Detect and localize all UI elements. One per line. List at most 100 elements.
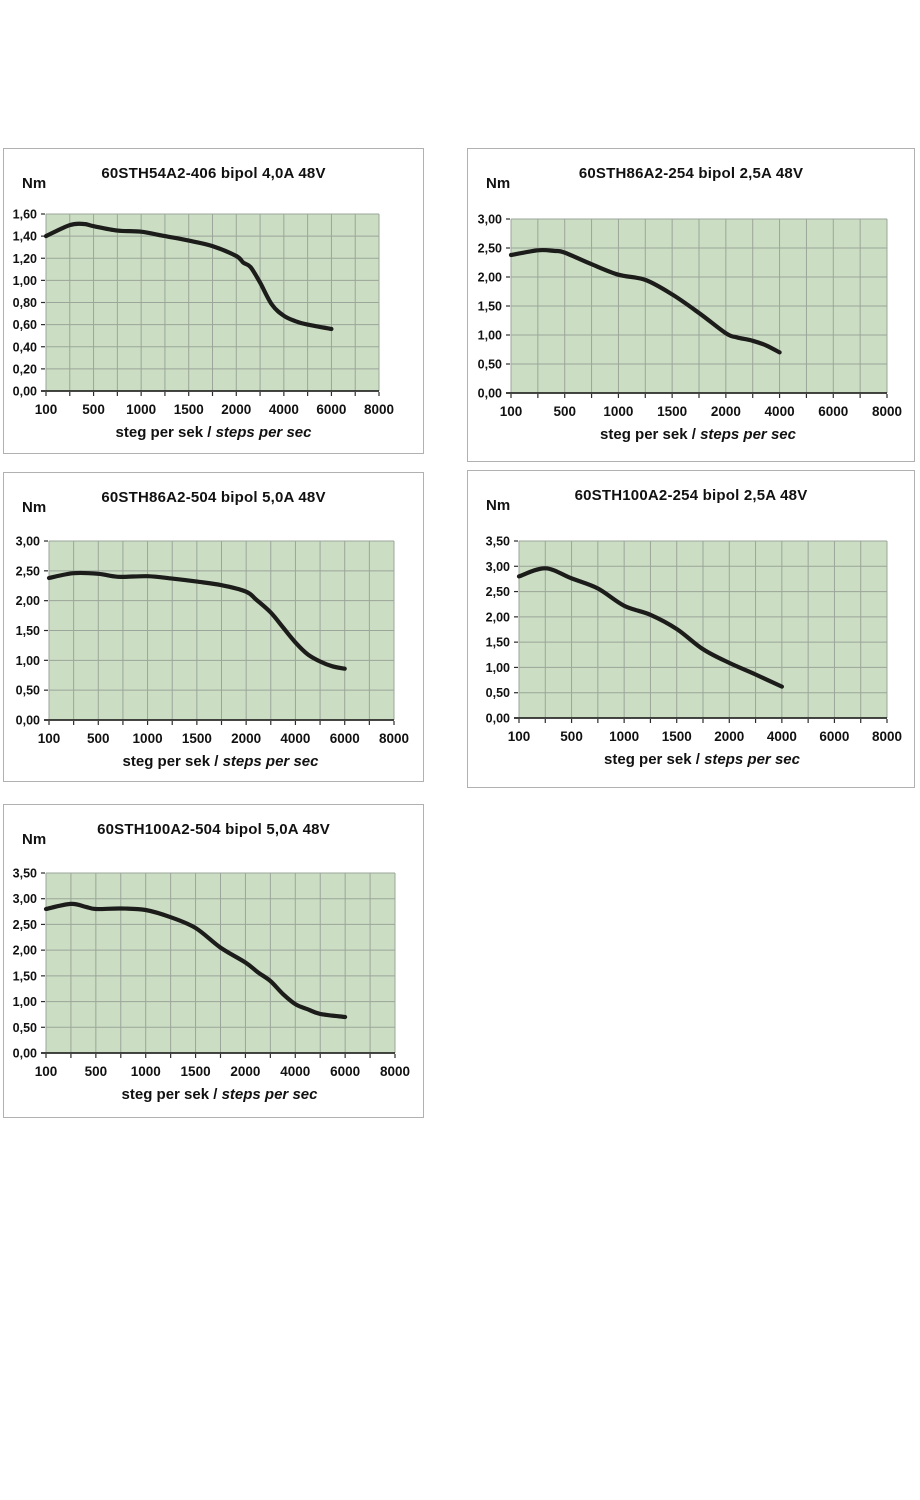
y-tick-label: 0,80	[13, 296, 37, 310]
x-axis-label: steg per sek / steps per sec	[468, 426, 914, 443]
x-tick-label: 2000	[230, 1064, 260, 1079]
torque-curve	[43, 901, 348, 1020]
x-tick-label: 100	[35, 1064, 58, 1079]
y-tick-label: 0,00	[486, 712, 510, 726]
y-tick-label: 1,60	[13, 208, 37, 222]
chart-panel-60sth86a2-504: Nm 60STH86A2-504 bipol 5,0A 48V 0,00 0,50…	[3, 472, 424, 782]
y-tick-label: 1,00	[486, 661, 510, 675]
x-tick-label: 4000	[269, 402, 299, 417]
x-tick-label: 1500	[174, 402, 204, 417]
y-tick-label: 0,50	[478, 358, 502, 372]
torque-curve	[508, 247, 782, 355]
x-tick-label: 500	[85, 1064, 108, 1079]
y-tick-label: 2,50	[486, 585, 510, 599]
y-tick-label: 2,00	[16, 594, 40, 608]
chart-panel-60sth100a2-504: Nm 60STH100A2-504 bipol 5,0A 48V 0,00 0,5…	[3, 804, 424, 1118]
x-tick-label: 2000	[714, 729, 744, 744]
chart-title: 60STH86A2-504 bipol 5,0A 48V	[101, 489, 326, 506]
chart-panel-60sth86a2-254: Nm 60STH86A2-254 bipol 2,5A 48V 0,00 0,50…	[467, 148, 915, 462]
y-axis-unit-label: Nm	[486, 497, 511, 514]
torque-curve-chart: 0,00 0,50 1,00 1,50 2,00 2,50 3,00 3,50 100 500 10…	[13, 867, 410, 1080]
y-tick-label: 0,00	[13, 385, 37, 399]
x-tick-label: 500	[553, 404, 576, 419]
x-axis-label-normal: steg per sek /	[122, 753, 223, 770]
y-axis-unit-label: Nm	[22, 175, 47, 192]
x-tick-label: 1000	[603, 404, 633, 419]
y-axis-unit-label: Nm	[22, 499, 47, 516]
y-tick-label: 0,00	[13, 1047, 37, 1061]
x-axis-label-normal: steg per sek /	[115, 424, 216, 441]
x-tick-label: 4000	[767, 729, 797, 744]
y-tick-label: 1,20	[13, 252, 37, 266]
chart-title: 60STH100A2-254 bipol 2,5A 48V	[574, 487, 808, 504]
torque-curve	[46, 570, 347, 671]
x-tick-label: 1500	[662, 729, 692, 744]
y-tick-label: 1,50	[13, 969, 37, 983]
y-tick-label: 3,00	[13, 892, 37, 906]
torque-curve	[516, 566, 784, 689]
x-axis-label-italic: steps per sec	[704, 751, 800, 768]
x-axis-label-normal: steg per sek /	[600, 426, 701, 443]
y-tick-label: 0,50	[13, 1021, 37, 1035]
x-tick-label: 1000	[609, 729, 639, 744]
x-tick-label: 500	[82, 402, 105, 417]
x-axis-label-italic: steps per sec	[215, 424, 312, 441]
y-tick-label: 0,50	[486, 686, 510, 700]
y-tick-label: 2,50	[478, 242, 502, 256]
x-axis-label-italic: steps per sec	[221, 1086, 318, 1103]
x-tick-label: 6000	[316, 402, 346, 417]
torque-curve	[43, 221, 334, 332]
y-tick-label: 1,50	[486, 636, 510, 650]
torque-curve-chart: 0,00 0,50 1,00 1,50 2,00 2,50 3,00 100 500 1000 15…	[16, 535, 409, 747]
x-tick-label: 1500	[657, 404, 687, 419]
x-tick-label: 500	[87, 731, 110, 746]
x-tick-label: 8000	[872, 729, 902, 744]
x-tick-label: 6000	[819, 729, 849, 744]
y-tick-label: 1,50	[478, 300, 502, 314]
x-tick-label: 1000	[126, 402, 156, 417]
y-tick-label: 1,40	[13, 230, 37, 244]
chart-panel-60sth100a2-254: Nm 60STH100A2-254 bipol 2,5A 48V 0,00 0,5…	[467, 470, 915, 788]
x-tick-label: 1500	[181, 1064, 211, 1079]
x-tick-label: 4000	[765, 404, 795, 419]
x-tick-label: 8000	[364, 402, 394, 417]
y-tick-label: 3,00	[16, 535, 40, 549]
y-tick-label: 3,00	[478, 213, 502, 227]
chart-panel-60sth54a2-406: Nm 60STH54A2-406 bipol 4,0A 48V 0,00 0,20…	[3, 148, 424, 454]
chart-title: 60STH100A2-504 bipol 5,0A 48V	[97, 821, 330, 838]
x-axis-label-normal: steg per sek /	[121, 1086, 222, 1103]
y-tick-label: 1,00	[13, 995, 37, 1009]
x-tick-label: 4000	[280, 1064, 310, 1079]
y-tick-label: 0,00	[478, 387, 502, 401]
x-tick-label: 1000	[131, 1064, 161, 1079]
x-axis-label-italic: steps per sec	[222, 753, 319, 770]
x-tick-label: 100	[38, 731, 61, 746]
x-tick-label: 2000	[711, 404, 741, 419]
torque-curve-chart: 0,00 0,50 1,00 1,50 2,00 2,50 3,00 100 500 1000 15…	[478, 213, 902, 420]
y-tick-label: 2,50	[13, 918, 37, 932]
x-tick-label: 1500	[182, 731, 212, 746]
y-tick-label: 3,00	[486, 560, 510, 574]
x-axis-label: steg per sek / steps per sec	[468, 751, 914, 768]
x-tick-label: 6000	[330, 1064, 360, 1079]
chart-title: 60STH54A2-406 bipol 4,0A 48V	[101, 165, 326, 182]
y-tick-label: 0,40	[13, 340, 37, 354]
x-tick-label: 6000	[818, 404, 848, 419]
x-axis-label-italic: steps per sec	[700, 426, 796, 443]
x-tick-label: 2000	[231, 731, 261, 746]
x-axis-label: steg per sek / steps per sec	[4, 1086, 423, 1103]
chart-title: 60STH86A2-254 bipol 2,5A 48V	[578, 165, 804, 182]
x-axis-label-normal: steg per sek /	[604, 751, 705, 768]
y-tick-label: 3,50	[13, 867, 37, 881]
y-tick-label: 1,00	[13, 274, 37, 288]
y-tick-label: 2,00	[13, 944, 37, 958]
y-tick-label: 0,00	[16, 714, 40, 728]
torque-curve-chart: 0,00 0,50 1,00 1,50 2,00 2,50 3,00 3,50 100 500 10…	[486, 535, 902, 745]
x-axis-label: steg per sek / steps per sec	[4, 424, 423, 441]
y-axis-unit-label: Nm	[486, 175, 511, 192]
y-tick-label: 1,00	[478, 329, 502, 343]
x-tick-label: 100	[500, 404, 523, 419]
x-tick-label: 4000	[280, 731, 310, 746]
x-tick-label: 100	[508, 729, 531, 744]
x-axis-label: steg per sek / steps per sec	[4, 753, 423, 770]
